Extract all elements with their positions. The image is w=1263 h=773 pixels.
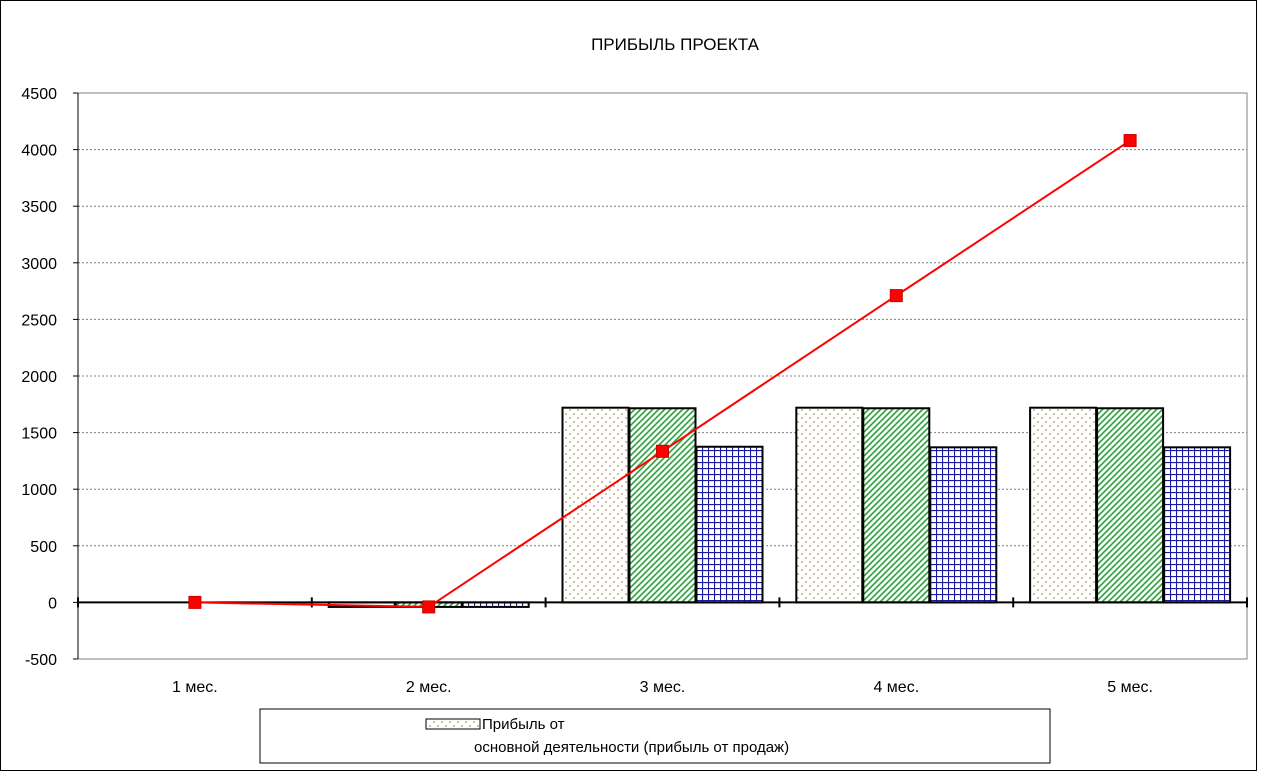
bar-s1-5: [1029, 406, 1098, 604]
bar-s1-3: [561, 406, 630, 604]
y-tick-label-500: 500: [30, 539, 57, 556]
y-tick-label-4500: 4500: [21, 86, 57, 103]
legend-label-line1: Прибыль от: [482, 716, 565, 733]
bar-s2-4: [862, 407, 931, 604]
bar-s2-5: [1096, 407, 1165, 604]
line-point-4: [889, 289, 903, 303]
y-tick-label-1500: 1500: [21, 426, 57, 443]
y-tick-label-3500: 3500: [21, 199, 57, 216]
line-point-1: [188, 595, 202, 609]
x-tick-label-5: 5 мес.: [1107, 679, 1153, 696]
bar-s3-3: [695, 445, 764, 604]
line-point-3: [656, 444, 669, 458]
bar-s3-4: [929, 446, 998, 604]
x-tick-label-1: 1 мес.: [172, 679, 218, 696]
y-tick-labels: -500 0 500 1000 1500 2000 2500 3000 3500 4000 4500: [21, 86, 57, 669]
legend-label-line2: основной деятельности (прибыль от продаж…: [474, 739, 789, 756]
x-tick-labels: 1 мес. 2 мес. 3 мес. 4 мес. 5 мес.: [172, 679, 1153, 696]
y-tick-label-3000: 3000: [21, 256, 57, 273]
legend-swatch-dots: [425, 718, 481, 730]
y-tick-label-1000: 1000: [21, 482, 57, 499]
y-tick-label-2000: 2000: [21, 369, 57, 386]
line-point-5: [1123, 134, 1137, 148]
bar-s2-3: [628, 407, 697, 604]
legend: Прибыль от основной деятельности (прибыл…: [259, 708, 1051, 764]
line-series-layer: [188, 134, 1137, 614]
legend-box: [259, 708, 1051, 764]
chart-title: ПРИБЫЛЬ ПРОЕКТА: [591, 35, 759, 54]
axes: [73, 92, 1248, 660]
y-tick-label--500: -500: [25, 652, 57, 669]
y-tick-label-4000: 4000: [21, 143, 57, 160]
bar-s1-4: [795, 406, 864, 604]
x-tick-label-2: 2 мес.: [406, 679, 452, 696]
x-tick-label-3: 3 мес.: [640, 679, 686, 696]
y-tick-label-0: 0: [48, 595, 57, 612]
x-tick-label-4: 4 мес.: [873, 679, 919, 696]
y-tick-label-2500: 2500: [21, 312, 57, 329]
bar-series-layer: [327, 406, 1232, 608]
bar-s3-5: [1163, 446, 1232, 604]
line-point-2: [422, 600, 436, 614]
